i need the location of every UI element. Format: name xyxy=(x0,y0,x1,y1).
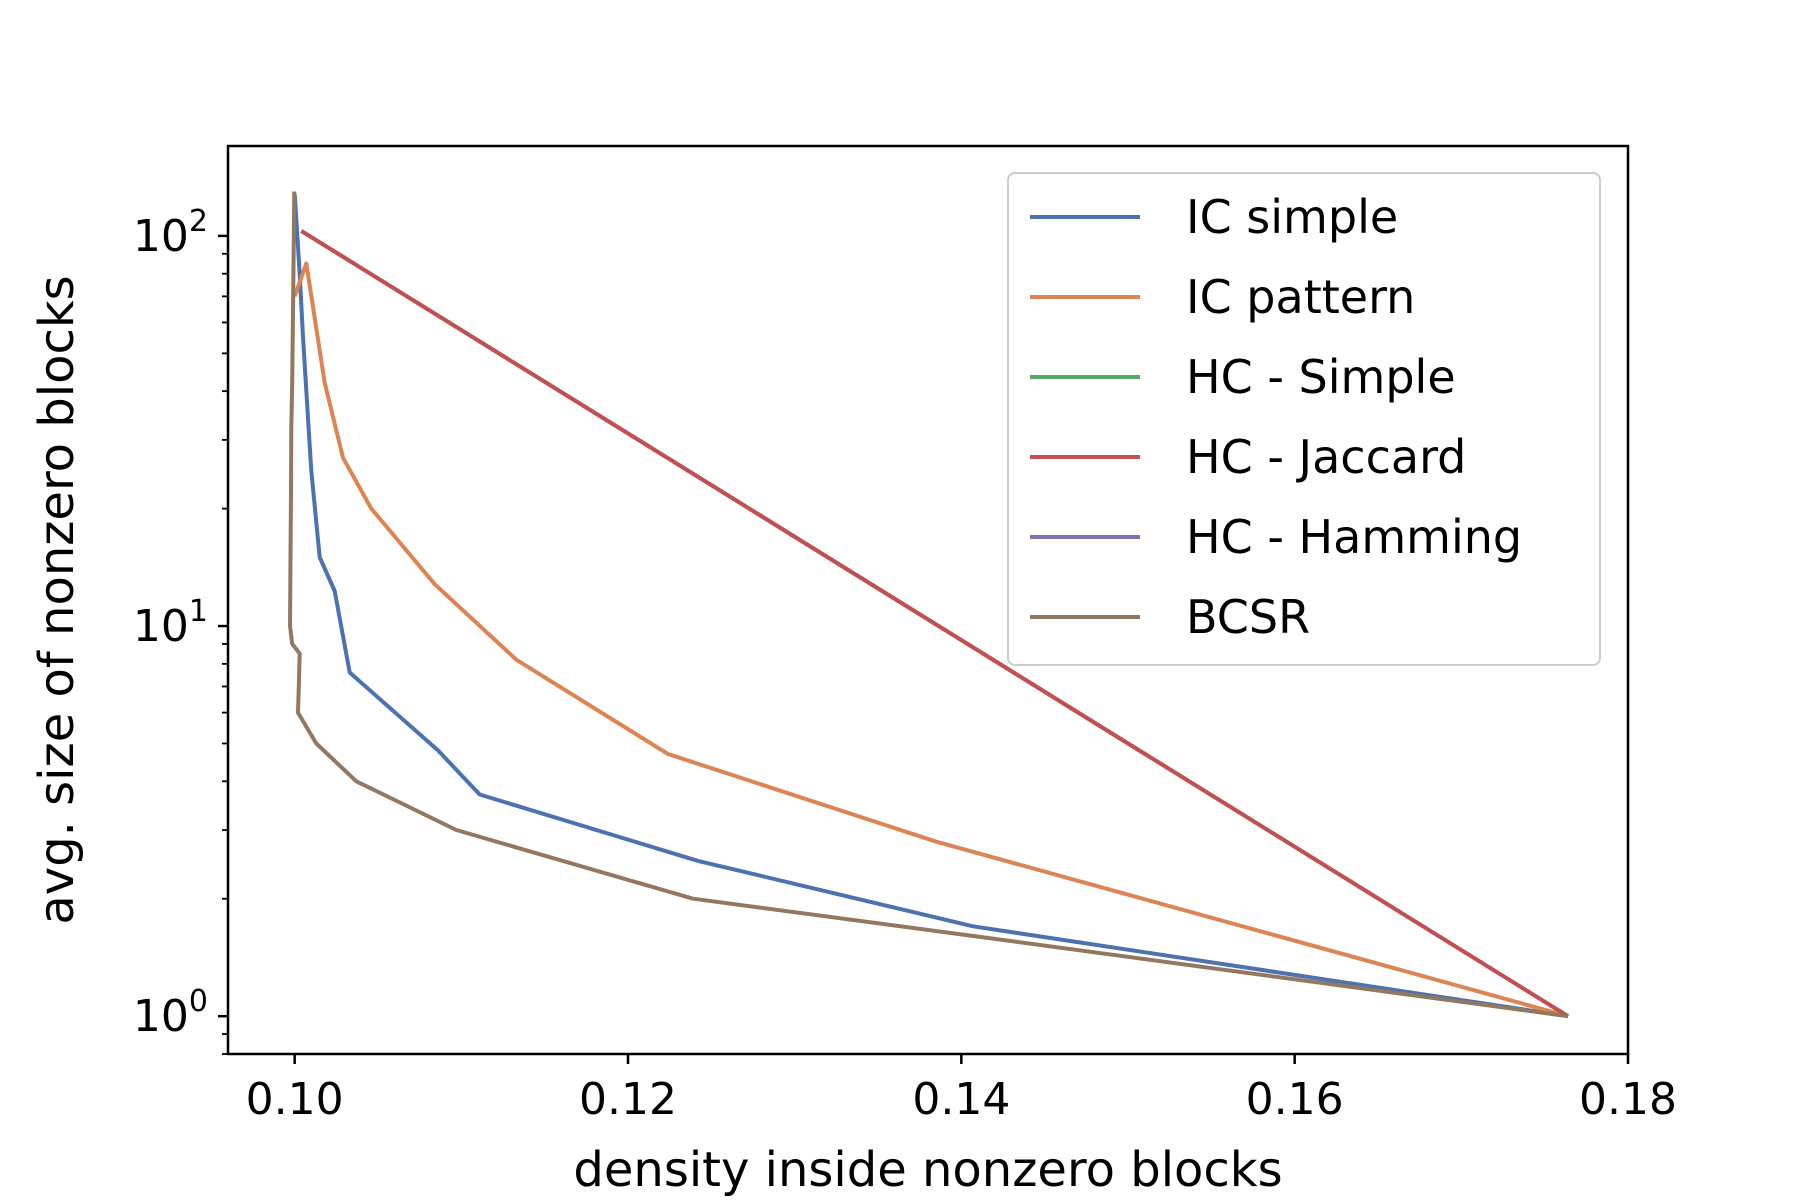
series-line-3 xyxy=(300,229,1570,1018)
legend-label-2: HC - Simple xyxy=(1186,350,1456,404)
legend-label-3: HC - Jaccard xyxy=(1186,430,1466,484)
legend-label-0: IC simple xyxy=(1186,190,1398,244)
x-axis-label: density inside nonzero blocks xyxy=(573,1142,1282,1198)
series-line-0 xyxy=(292,193,1569,1019)
legend-label-4: HC - Hamming xyxy=(1186,510,1522,564)
plot-series xyxy=(288,191,1570,1019)
y-tick-label-1: 101 xyxy=(133,594,208,652)
x-tick-label-3: 0.16 xyxy=(1246,1074,1344,1125)
x-axis: 0.10 0.12 0.14 0.16 0.18 xyxy=(246,1054,1677,1125)
legend-label-5: BCSR xyxy=(1186,590,1310,644)
y-tick-label-2: 102 xyxy=(133,204,208,262)
x-tick-label-4: 0.18 xyxy=(1579,1074,1677,1125)
y-axis: 100 101 102 xyxy=(133,204,228,1055)
x-tick-label-1: 0.12 xyxy=(579,1074,677,1125)
y-tick-label-0: 100 xyxy=(133,984,208,1042)
legend-label-1: IC pattern xyxy=(1186,270,1415,324)
x-tick-label-2: 0.14 xyxy=(912,1074,1010,1125)
series-line-1 xyxy=(292,261,1569,1019)
x-tick-label-0: 0.10 xyxy=(246,1074,344,1125)
legend-box xyxy=(1007,172,1601,666)
legend: IC simple IC pattern HC - Simple HC - Jacca… xyxy=(1007,172,1601,666)
y-axis-label: avg. size of nonzero blocks xyxy=(29,275,85,924)
plot-frame xyxy=(226,144,1630,1056)
series-line-5 xyxy=(288,191,1569,1019)
